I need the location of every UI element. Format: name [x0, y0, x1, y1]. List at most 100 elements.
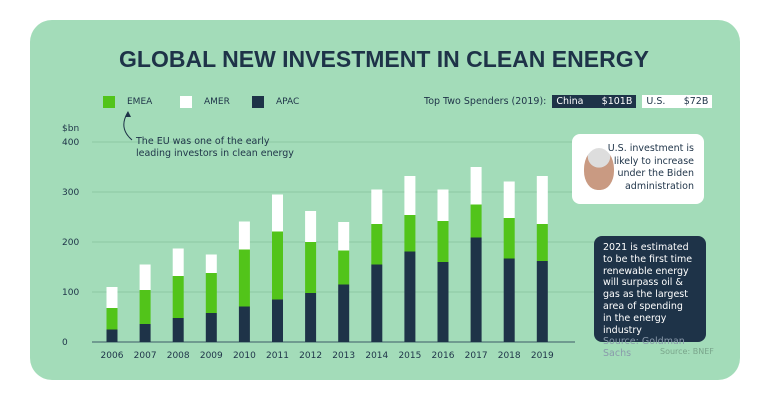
spender-amount: $72B [683, 96, 709, 107]
spender-amount: $101B [601, 96, 633, 107]
chart-title: GLOBAL NEW INVESTMENT IN CLEAN ENERGY [119, 46, 649, 72]
bar-amer-2014 [371, 189, 383, 224]
top-spenders: Top Two Spenders (2019): China $101B U.S.… [424, 95, 713, 108]
bar-apac-2018 [503, 258, 515, 342]
bar-apac-2008 [172, 318, 184, 342]
bar-amer-2019 [536, 176, 548, 224]
x-tick-label: 2010 [233, 351, 256, 361]
x-tick-label: 2012 [299, 351, 322, 361]
bar-amer-2009 [205, 254, 217, 273]
legend-amer: AMER [180, 95, 230, 109]
forecast-line: renewable energy [603, 265, 689, 277]
source-credit: Source: BNEF [660, 347, 714, 356]
forecast-line: gas as the largest [603, 289, 688, 301]
forecast-source: Source: Goldman Sachs [603, 336, 685, 360]
bar-amer-2013 [338, 222, 350, 251]
bar-emea-2012 [305, 242, 317, 293]
x-tick-label: 2013 [332, 351, 355, 361]
biden-note-line: U.S. investment is [607, 143, 694, 154]
x-tick-label: 2014 [365, 351, 388, 361]
x-tick-label: 2009 [200, 351, 223, 361]
bar-amer-2015 [404, 176, 416, 215]
bar-emea-2018 [503, 218, 515, 259]
bar-apac-2012 [305, 293, 317, 342]
forecast-line: in the energy industry [603, 312, 667, 336]
y-tick-label: 400 [62, 138, 79, 148]
bar-emea-2008 [172, 276, 184, 318]
bar-emea-2014 [371, 224, 383, 265]
bar-apac-2017 [470, 237, 482, 342]
forecast-line: will surpass oil & [603, 277, 683, 289]
x-tick-label: 2016 [432, 351, 455, 361]
legend-label: EMEA [127, 97, 153, 107]
x-tick-label: 2008 [167, 351, 190, 361]
x-tick-label: 2019 [531, 351, 554, 361]
bar-apac-2016 [437, 262, 449, 342]
biden-callout: U.S. investment is likely to increase un… [572, 134, 704, 204]
legend-swatch-apac [252, 96, 264, 108]
eu-annotation: The EU was one of the early leading inve… [136, 136, 294, 160]
x-tick-label: 2006 [101, 351, 124, 361]
legend-label: AMER [204, 97, 230, 107]
bar-emea-2019 [536, 224, 548, 261]
spender-us: U.S. $72B [642, 95, 713, 108]
legend-emea: EMEA [103, 95, 152, 109]
bar-emea-2015 [404, 215, 416, 252]
y-tick-label: 300 [62, 188, 79, 198]
bar-amer-2011 [272, 194, 283, 232]
bar-emea-2006 [106, 308, 118, 330]
bar-apac-2013 [338, 284, 350, 342]
legend-apac: APAC [252, 95, 299, 109]
bar-amer-2012 [305, 211, 317, 242]
bar-emea-2016 [437, 221, 449, 262]
forecast-line: area of spending [603, 300, 683, 312]
biden-note-line: administration [624, 180, 694, 192]
bar-apac-2009 [205, 313, 217, 342]
biden-note-line: likely to increase [613, 155, 694, 167]
spender-country: U.S. [646, 96, 666, 107]
eu-note-line: leading investors in clean energy [136, 148, 294, 159]
biden-portrait [584, 148, 614, 190]
bar-amer-2006 [106, 287, 118, 308]
legend-swatch-emea [103, 96, 115, 108]
bar-amer-2017 [470, 167, 482, 205]
bar-emea-2010 [238, 249, 250, 307]
bar-apac-2010 [238, 306, 250, 342]
bar-apac-2019 [536, 261, 548, 342]
forecast-line: 2021 is estimated [603, 242, 689, 253]
bar-amer-2007 [139, 264, 151, 290]
x-tick-label: 2015 [398, 351, 421, 361]
x-tick-label: 2011 [266, 351, 289, 361]
forecast-callout: 2021 is estimated to be the first time r… [594, 236, 706, 359]
arrow-head-icon [125, 111, 131, 117]
bar-emea-2007 [139, 290, 151, 324]
x-tick-label: 2018 [498, 351, 521, 361]
y-axis-label: $bn [62, 124, 79, 134]
legend-swatch-amer [180, 96, 192, 108]
bar-amer-2016 [437, 189, 449, 221]
forecast-line: to be the first time [603, 253, 693, 265]
bar-apac-2014 [371, 264, 383, 342]
y-tick-label: 100 [62, 288, 79, 298]
bar-amer-2018 [503, 181, 515, 218]
bar-emea-2013 [338, 250, 350, 285]
x-tick-label: 2007 [134, 351, 157, 361]
eu-note-line: The EU was one of the early [136, 136, 270, 147]
bar-emea-2009 [205, 273, 217, 313]
bar-emea-2017 [470, 204, 482, 238]
bar-apac-2006 [106, 329, 118, 342]
bar-amer-2008 [172, 248, 184, 276]
legend-label: APAC [276, 97, 300, 107]
spender-country: China [556, 96, 584, 107]
bar-apac-2015 [404, 251, 416, 342]
bar-emea-2011 [272, 231, 283, 300]
bar-apac-2011 [272, 299, 283, 342]
biden-note-line: under the Biden [617, 168, 694, 179]
x-tick-label: 2017 [465, 351, 488, 361]
y-tick-label: 200 [62, 238, 79, 248]
top-spenders-label: Top Two Spenders (2019): [424, 96, 547, 107]
bar-apac-2007 [139, 324, 151, 342]
spender-china: China $101B [552, 95, 637, 108]
y-tick-label: 0 [62, 338, 68, 348]
